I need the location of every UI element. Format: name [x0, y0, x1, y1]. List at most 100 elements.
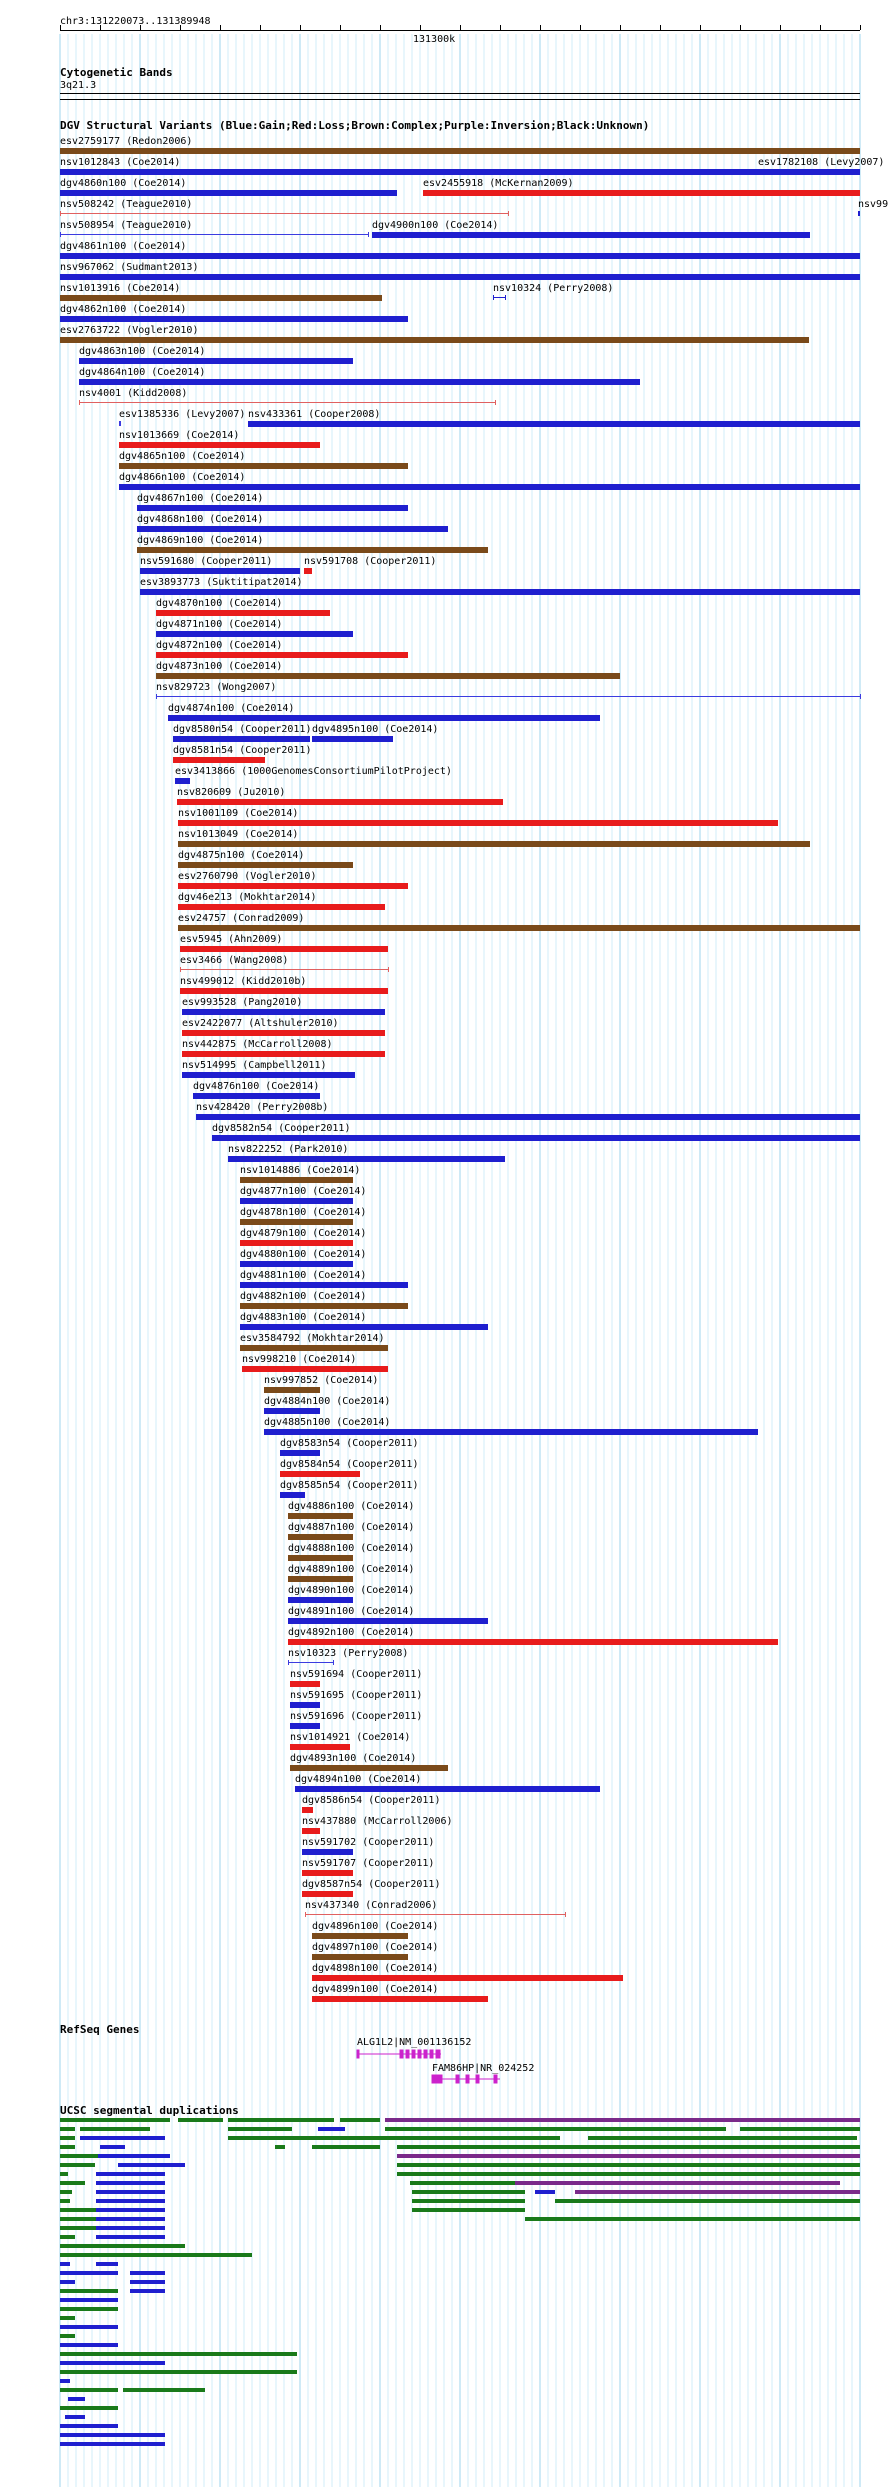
dgv-feature-label[interactable]: nsv10324 (Perry2008): [493, 283, 614, 294]
dgv-feature-bar[interactable]: [423, 190, 860, 196]
segdup-block[interactable]: [130, 2280, 165, 2284]
dgv-feature-bar[interactable]: [312, 1933, 408, 1939]
segdup-block[interactable]: [60, 2208, 118, 2212]
dgv-feature-bar[interactable]: [290, 1723, 320, 1729]
dgv-feature-label[interactable]: nsv1013916 (Coe2014): [60, 283, 181, 294]
segdup-block[interactable]: [96, 2190, 165, 2194]
dgv-feature-bar[interactable]: [60, 274, 860, 280]
dgv-feature-label[interactable]: dgv4893n100 (Coe2014): [290, 1753, 417, 1764]
dgv-feature-label[interactable]: dgv4899n100 (Coe2014): [312, 1984, 439, 1995]
dgv-feature-label[interactable]: dgv4867n100 (Coe2014): [137, 493, 264, 504]
dgv-feature-bar[interactable]: [140, 589, 860, 595]
dgv-feature-label[interactable]: dgv8583n54 (Cooper2011): [280, 1438, 419, 1449]
segdup-block[interactable]: [535, 2190, 555, 2194]
dgv-feature-label[interactable]: dgv4897n100 (Coe2014): [312, 1942, 439, 1953]
dgv-feature-label[interactable]: esv3466 (Wang2008): [180, 955, 289, 966]
dgv-feature-bar[interactable]: [264, 1408, 320, 1414]
dgv-feature-label[interactable]: nsv433361 (Cooper2008): [248, 409, 381, 420]
dgv-feature-bar[interactable]: [156, 631, 353, 637]
cytoband-track-title[interactable]: Cytogenetic Bands: [60, 66, 173, 79]
dgv-feature-bar[interactable]: [295, 1786, 600, 1792]
dgv-feature-bar[interactable]: [240, 1282, 408, 1288]
dgv-feature-label[interactable]: dgv8584n54 (Cooper2011): [280, 1459, 419, 1470]
segdup-block[interactable]: [60, 2298, 118, 2302]
dgv-feature-label[interactable]: esv5945 (Ahn2009): [180, 934, 283, 945]
dgv-feature-bar[interactable]: [196, 1114, 860, 1120]
segdup-block[interactable]: [96, 2172, 165, 2176]
dgv-feature-bar[interactable]: [302, 1849, 353, 1855]
segdup-block[interactable]: [96, 2199, 165, 2203]
dgv-feature-label[interactable]: nsv829723 (Wong2007): [156, 682, 277, 693]
segdup-block[interactable]: [96, 2208, 165, 2212]
dgv-feature-bar[interactable]: [156, 610, 330, 616]
dgv-feature-bar[interactable]: [280, 1471, 360, 1477]
segdup-block[interactable]: [60, 2244, 185, 2248]
dgv-feature-bar[interactable]: [240, 1324, 488, 1330]
segdup-block[interactable]: [68, 2397, 85, 2401]
dgv-feature-bar[interactable]: [177, 799, 503, 805]
segdup-block[interactable]: [385, 2118, 860, 2122]
segdup-block[interactable]: [397, 2163, 860, 2167]
dgv-feature-bar[interactable]: [248, 421, 860, 427]
dgv-feature-label[interactable]: esv2422077 (Altshuler2010): [182, 1018, 339, 1029]
dgv-feature-label[interactable]: nsv437340 (Conrad2006): [305, 1900, 438, 1911]
dgv-feature-bar[interactable]: [304, 568, 312, 574]
dgv-feature-bar[interactable]: [60, 234, 368, 235]
dgv-feature-label[interactable]: dgv4895n100 (Coe2014): [312, 724, 439, 735]
segdup-block[interactable]: [60, 2388, 118, 2392]
dgv-feature-label[interactable]: nsv591702 (Cooper2011): [302, 1837, 435, 1848]
segdup-block[interactable]: [60, 2433, 165, 2437]
segdup-block[interactable]: [60, 2217, 118, 2221]
segdup-block[interactable]: [515, 2181, 840, 2185]
segdup-block[interactable]: [118, 2163, 185, 2167]
dgv-feature-label[interactable]: nsv591707 (Cooper2011): [302, 1858, 435, 1869]
segdup-block[interactable]: [60, 2379, 70, 2383]
segdup-block[interactable]: [740, 2127, 860, 2131]
segdup-block[interactable]: [123, 2388, 205, 2392]
dgv-feature-label[interactable]: dgv4871n100 (Coe2014): [156, 619, 283, 630]
dgv-feature-bar[interactable]: [79, 358, 353, 364]
dgv-feature-label[interactable]: nsv1012843 (Coe2014): [60, 157, 181, 168]
segdup-block[interactable]: [275, 2145, 285, 2149]
dgv-feature-label[interactable]: dgv4876n100 (Coe2014): [193, 1081, 320, 1092]
dgv-feature-label[interactable]: dgv4887n100 (Coe2014): [288, 1522, 415, 1533]
segdup-block[interactable]: [60, 2307, 118, 2311]
dgv-feature-label[interactable]: nsv591708 (Cooper2011): [304, 556, 437, 567]
segdup-block[interactable]: [340, 2118, 380, 2122]
dgv-feature-bar[interactable]: [175, 778, 190, 784]
segdup-block[interactable]: [318, 2127, 345, 2131]
dgv-feature-label[interactable]: nsv1014921 (Coe2014): [290, 1732, 411, 1743]
dgv-feature-label[interactable]: dgv4864n100 (Coe2014): [79, 367, 206, 378]
dgv-feature-bar[interactable]: [119, 421, 121, 426]
segdup-block[interactable]: [130, 2271, 165, 2275]
segdup-block[interactable]: [60, 2154, 125, 2158]
segdup-block[interactable]: [60, 2289, 118, 2293]
dgv-feature-label[interactable]: esv1782108 (Levy2007): [758, 157, 885, 168]
dgv-feature-label[interactable]: nsv591680 (Cooper2011): [140, 556, 273, 567]
dgv-feature-bar[interactable]: [182, 1072, 355, 1078]
segdup-block[interactable]: [96, 2262, 118, 2266]
dgv-feature-label[interactable]: dgv4877n100 (Coe2014): [240, 1186, 367, 1197]
dgv-feature-bar[interactable]: [240, 1198, 353, 1204]
dgv-feature-label[interactable]: dgv4863n100 (Coe2014): [79, 346, 206, 357]
dgv-track-title[interactable]: DGV Structural Variants (Blue:Gain;Red:L…: [60, 119, 650, 132]
segdup-block[interactable]: [60, 2145, 75, 2149]
dgv-feature-label[interactable]: dgv4889n100 (Coe2014): [288, 1564, 415, 1575]
dgv-feature-bar[interactable]: [182, 1009, 385, 1015]
dgv-feature-label[interactable]: esv3584792 (Mokhtar2014): [240, 1333, 385, 1344]
gene-label-alg1l2[interactable]: ALG1L2|NM_001136152: [357, 2037, 472, 2048]
dgv-feature-label[interactable]: dgv4885n100 (Coe2014): [264, 1417, 391, 1428]
dgv-feature-bar[interactable]: [312, 1996, 488, 2002]
dgv-feature-label[interactable]: nsv508954 (Teague2010): [60, 220, 193, 231]
segdup-block[interactable]: [397, 2172, 860, 2176]
dgv-feature-bar[interactable]: [178, 820, 778, 826]
dgv-feature-bar[interactable]: [173, 736, 310, 742]
dgv-feature-bar[interactable]: [60, 253, 860, 259]
dgv-feature-bar[interactable]: [180, 988, 388, 994]
dgv-feature-bar[interactable]: [312, 1975, 623, 1981]
dgv-feature-label[interactable]: dgv4888n100 (Coe2014): [288, 1543, 415, 1554]
dgv-feature-label[interactable]: nsv591696 (Cooper2011): [290, 1711, 423, 1722]
dgv-feature-label[interactable]: esv2455918 (McKernan2009): [423, 178, 574, 189]
dgv-feature-label[interactable]: esv3893773 (Suktitipat2014): [140, 577, 303, 588]
refseq-track-title[interactable]: RefSeq Genes: [60, 2023, 140, 2036]
